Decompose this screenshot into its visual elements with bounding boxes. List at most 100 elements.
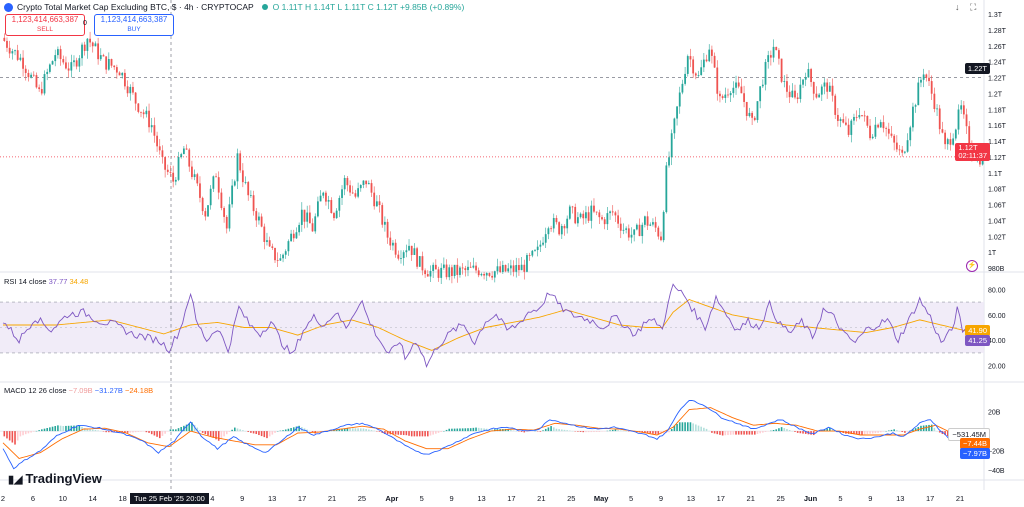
macd-histogram-bar: [416, 431, 418, 437]
candle-body: [375, 201, 378, 207]
macd-histogram-bar: [762, 431, 764, 433]
candle-body: [102, 55, 105, 57]
candle-body: [46, 71, 49, 75]
lightning-icon[interactable]: ⚡: [966, 260, 978, 272]
candle-body: [504, 264, 507, 272]
macd-histogram-bar: [343, 428, 346, 432]
candle-body: [83, 44, 86, 51]
buy-button[interactable]: 1,123,414,663,387 BUY: [94, 14, 174, 36]
symbol-title[interactable]: Crypto Total Market Cap Excluding BTC, $…: [17, 2, 254, 12]
macd-histogram-bar: [365, 429, 367, 432]
macd-histogram-bar: [660, 431, 662, 435]
candle-body: [472, 265, 475, 268]
candle-body: [928, 77, 930, 82]
y-tick-label: 1.08T: [988, 187, 1007, 194]
candle-body: [920, 79, 922, 83]
macd-histogram-bar: [110, 431, 113, 433]
macd-histogram-bar: [220, 431, 223, 439]
macd-histogram-bar: [231, 429, 233, 432]
candle-body: [700, 67, 703, 76]
candle-body: [459, 267, 461, 275]
down-arrow-icon[interactable]: ↓: [955, 2, 960, 12]
candle-body: [161, 150, 164, 158]
macd-histogram-bar: [410, 431, 413, 437]
y-tick-label: 1.02T: [988, 234, 1007, 241]
candle-body: [217, 177, 220, 193]
candle-body: [563, 225, 566, 229]
macd-histogram-bar: [858, 431, 861, 435]
candle-body: [35, 75, 38, 88]
candle-body: [27, 72, 30, 78]
candle-body: [134, 92, 137, 104]
macd-histogram-bar: [239, 429, 241, 432]
ohlc-low: L 1.11T: [337, 2, 366, 12]
sell-button[interactable]: 1,123,414,663,387 SELL: [5, 14, 85, 36]
candle-body: [799, 84, 802, 99]
macd-histogram-bar: [247, 431, 250, 432]
candle-body: [598, 212, 601, 218]
candle-body: [480, 274, 483, 276]
candle-body: [461, 267, 464, 269]
rsi-ma-value: 34.48: [69, 277, 89, 286]
candle-body: [646, 216, 649, 226]
candle-body: [807, 69, 810, 78]
macd-histogram-bar: [91, 429, 94, 432]
candle-body: [410, 245, 413, 255]
candle-body: [863, 115, 866, 117]
candle-body: [643, 216, 646, 225]
candle-body: [418, 256, 421, 267]
candle-body: [467, 266, 469, 271]
macd-histogram-bar: [829, 427, 831, 432]
macd-histogram-bar: [429, 431, 432, 436]
candle-body: [107, 59, 110, 70]
macd-histogram-bar: [27, 431, 30, 434]
macd-histogram-bar: [3, 431, 6, 437]
macd-histogram-bar: [788, 429, 791, 432]
candle-body: [367, 183, 370, 185]
x-tick-label: Jun: [804, 494, 818, 503]
candle-body: [676, 106, 678, 119]
candle-body: [191, 166, 193, 178]
rsi-legend[interactable]: RSI 14 close 37.77 34.48: [4, 277, 88, 286]
macd-histogram-bar: [175, 429, 177, 432]
candle-body: [611, 211, 614, 213]
candle-body: [574, 206, 577, 224]
macd-histogram-bar: [507, 428, 510, 432]
candle-body: [660, 236, 662, 241]
expand-icon[interactable]: ⛶: [970, 2, 977, 12]
macd-histogram-bar: [41, 429, 43, 432]
last-price-tag: 1.12T 02:11:37: [955, 143, 990, 161]
macd-histogram-bar: [370, 430, 373, 432]
macd-histogram-bar: [223, 431, 225, 437]
candle-body: [775, 46, 778, 51]
candle-body: [145, 110, 148, 115]
candle-body: [603, 219, 606, 225]
macd-histogram-bar: [311, 431, 314, 433]
candle-body: [57, 49, 59, 56]
macd-histogram-bar: [716, 431, 719, 435]
candle-body: [815, 93, 818, 98]
macd-histogram-bar: [732, 431, 735, 435]
macd-histogram-bar: [617, 430, 619, 432]
candle-body: [258, 216, 260, 221]
candle-body: [590, 205, 593, 221]
candle-body: [861, 115, 863, 116]
candle-body: [842, 119, 845, 123]
tradingview-logo[interactable]: ▮◢ TradingView: [8, 471, 102, 486]
macd-histogram-bar: [587, 431, 590, 433]
candle-body: [614, 212, 617, 216]
macd-histogram-bar: [386, 431, 389, 435]
macd-histogram-bar: [456, 428, 459, 432]
candle-body: [491, 275, 494, 278]
candle-body: [936, 108, 938, 110]
x-tick-label: 21: [747, 494, 755, 503]
rsi-y-tick: 60.00: [988, 313, 1006, 320]
macd-histogram-bar: [335, 429, 338, 432]
macd-histogram-bar: [483, 428, 485, 432]
macd-legend[interactable]: MACD 12 26 close −7.09B −31.27B −24.18B: [4, 386, 153, 395]
candle-body: [115, 67, 118, 73]
macd-histogram-bar: [97, 430, 99, 432]
macd-histogram-bar: [426, 431, 429, 437]
candle-body: [330, 200, 333, 214]
